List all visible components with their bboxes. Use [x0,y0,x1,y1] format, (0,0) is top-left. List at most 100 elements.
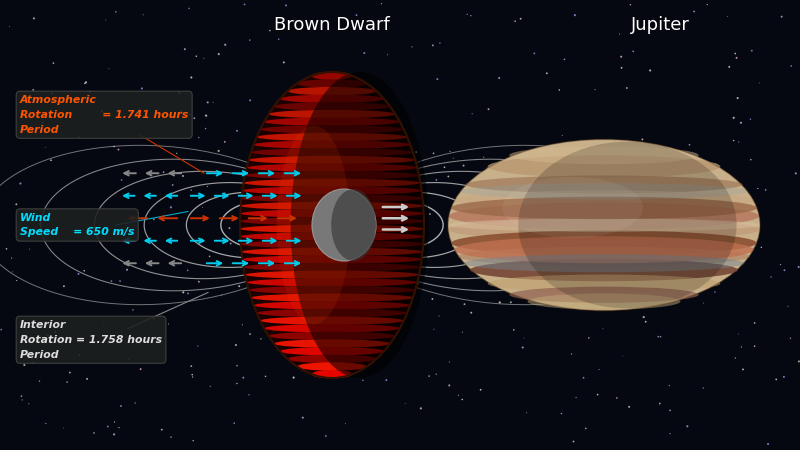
Point [681,423,694,430]
Point [654,333,667,340]
Ellipse shape [246,278,418,287]
Point [166,181,179,189]
Point [482,106,495,113]
Point [249,281,262,288]
Point [272,36,285,43]
Ellipse shape [242,194,422,202]
Point [540,70,553,77]
Point [339,420,352,427]
Point [10,277,23,284]
Point [735,343,748,351]
Point [342,220,354,228]
Ellipse shape [242,248,422,256]
Point [620,191,633,198]
Point [461,11,474,18]
Point [456,328,469,336]
Point [191,342,204,350]
Ellipse shape [448,218,760,241]
Point [243,36,256,44]
Point [638,314,650,321]
Ellipse shape [470,259,738,281]
Point [719,237,732,244]
Ellipse shape [249,286,415,294]
Point [314,275,327,282]
Ellipse shape [260,125,404,134]
Point [465,309,478,316]
Text: Interior
Rotation = 1.758 hours
Period: Interior Rotation = 1.758 hours Period [20,320,162,360]
Point [224,240,237,247]
Point [321,323,334,330]
Point [444,148,457,155]
Point [27,15,40,22]
Point [281,208,294,215]
Point [218,189,231,197]
Point [212,50,225,58]
Point [112,146,125,153]
Point [362,208,375,216]
Ellipse shape [240,225,424,233]
Point [554,203,567,211]
Point [493,74,506,81]
Point [596,224,609,231]
Point [615,64,628,72]
Point [438,164,451,171]
Ellipse shape [274,339,390,348]
Point [218,138,231,145]
Ellipse shape [464,254,744,272]
Ellipse shape [448,140,760,310]
Point [717,216,730,223]
Point [307,249,320,256]
Ellipse shape [510,146,698,164]
Point [332,349,345,356]
Ellipse shape [454,190,754,210]
Point [406,43,418,50]
Point [185,187,198,194]
Point [196,204,209,211]
Point [617,352,630,360]
Point [509,187,522,194]
Point [74,229,86,236]
Ellipse shape [245,270,419,279]
Point [63,369,76,376]
Point [727,114,740,122]
Point [204,382,217,390]
Point [693,255,706,262]
Point [555,410,568,417]
Point [477,238,490,245]
Point [81,375,94,382]
Point [558,56,571,63]
Point [556,132,569,139]
Point [182,267,194,274]
Point [697,384,710,392]
Point [15,392,28,400]
Point [706,261,719,269]
Point [5,255,18,262]
Ellipse shape [242,186,422,195]
Point [6,268,19,275]
Point [356,196,369,203]
Point [244,97,257,104]
Point [206,99,219,106]
Point [652,333,665,340]
Point [182,5,195,12]
Point [87,429,100,436]
Point [541,233,554,240]
Point [16,396,29,404]
Point [356,128,369,135]
Point [494,299,506,306]
Point [49,328,62,336]
Point [129,399,142,406]
Ellipse shape [254,301,410,310]
Point [255,320,268,327]
Point [186,371,198,378]
Point [730,54,743,62]
Point [710,235,723,243]
Point [458,301,471,308]
Point [688,8,701,15]
Point [365,211,378,218]
Text: Wind
Speed    = 650 m/s: Wind Speed = 650 m/s [20,212,134,238]
Ellipse shape [269,110,395,118]
Point [447,155,460,162]
Ellipse shape [451,197,757,219]
Point [644,258,657,265]
